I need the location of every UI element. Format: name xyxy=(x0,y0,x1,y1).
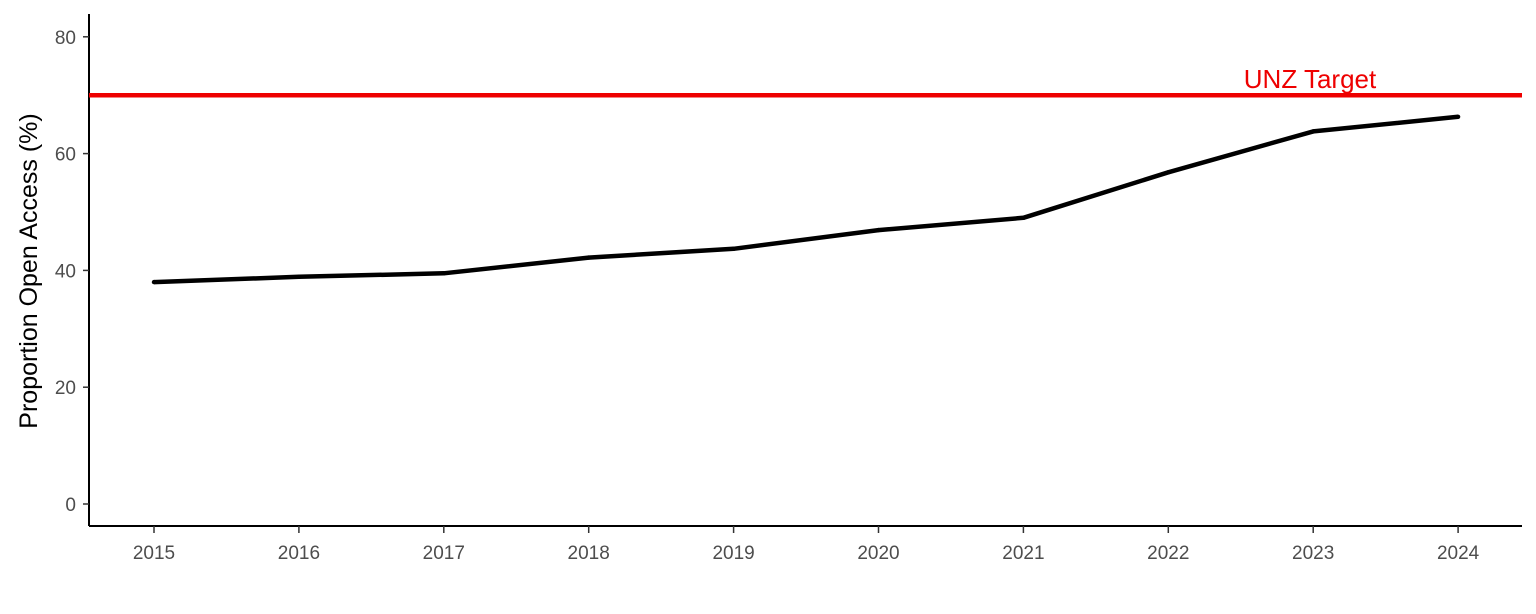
series-group xyxy=(151,114,1461,285)
y-tick-label: 60 xyxy=(55,145,76,166)
target-label: UNZ Target xyxy=(1244,64,1377,94)
x-tick-label: 2024 xyxy=(1437,543,1480,564)
data-point xyxy=(1311,129,1316,134)
data-point xyxy=(731,246,736,251)
y-tick-label: 80 xyxy=(55,28,76,49)
data-point xyxy=(1021,215,1026,221)
x-tick-label: 2019 xyxy=(712,543,754,564)
x-tick-label: 2017 xyxy=(423,543,465,564)
tick-marks xyxy=(83,36,1459,533)
x-tick-label: 2021 xyxy=(1002,543,1044,564)
y-tick-label: 40 xyxy=(55,261,76,282)
x-tick-label: 2016 xyxy=(278,543,320,564)
series-line xyxy=(153,114,1459,285)
data-point xyxy=(1166,170,1171,175)
y-tick-label: 0 xyxy=(65,495,76,516)
x-tick-label: 2023 xyxy=(1292,543,1334,564)
reference-line-group: UNZ Target xyxy=(89,64,1522,98)
x-tick-label: 2018 xyxy=(568,543,610,564)
data-point xyxy=(441,271,446,276)
data-point xyxy=(296,274,302,280)
y-axis-title: Proportion Open Access (%) xyxy=(15,113,43,428)
data-point xyxy=(151,279,157,285)
tick-labels: 0 20 40 60 80 2015 2016 2017 2018 2019 2020 2021 202… xyxy=(55,28,1480,564)
data-point xyxy=(586,255,591,260)
x-tick-label: 2015 xyxy=(133,543,175,564)
data-point xyxy=(1455,114,1461,120)
data-point xyxy=(876,227,881,233)
x-tick-label: 2022 xyxy=(1147,543,1189,564)
y-tick-label: 20 xyxy=(55,378,76,399)
x-tick-label: 2020 xyxy=(857,543,899,564)
